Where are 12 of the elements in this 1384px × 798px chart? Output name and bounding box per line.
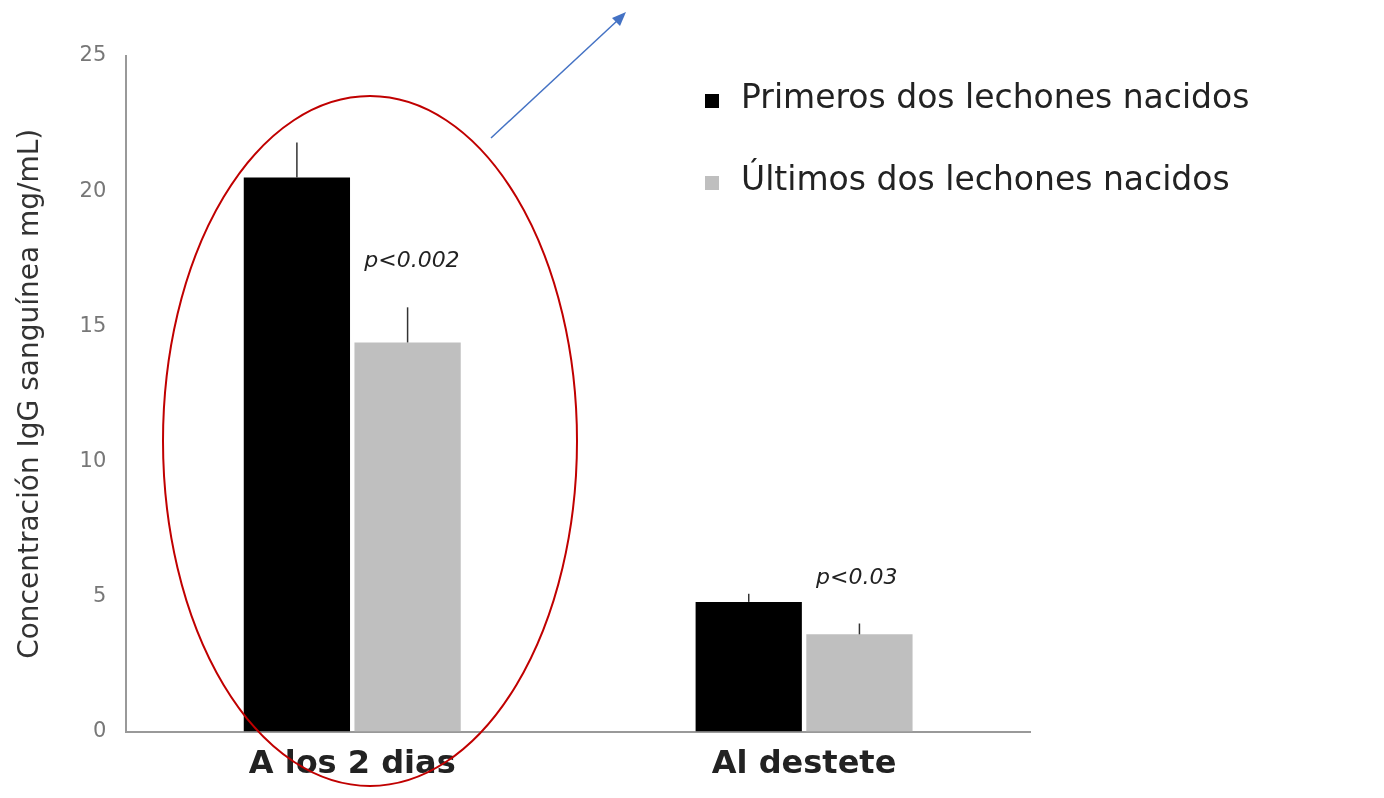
annotation: p<0.002 (363, 247, 460, 273)
y-tick-label: 25 (79, 42, 107, 67)
y-tick-label: 10 (79, 447, 107, 472)
annotation: p<0.03 (815, 563, 898, 589)
y-tick-label: 0 (92, 718, 107, 743)
y-tick-label: 15 (79, 312, 107, 337)
legend-label: Últimos dos lechones nacidos (741, 158, 1230, 198)
y-tick-label: 5 (92, 582, 107, 607)
x-tick-label: Al destete (711, 743, 897, 782)
y-tick-label: 20 (79, 177, 107, 202)
y-axis-title: Concentración IgG sanguínea mg/mL) (12, 128, 46, 659)
legend-label: Primeros dos lechones nacidos (741, 76, 1250, 116)
